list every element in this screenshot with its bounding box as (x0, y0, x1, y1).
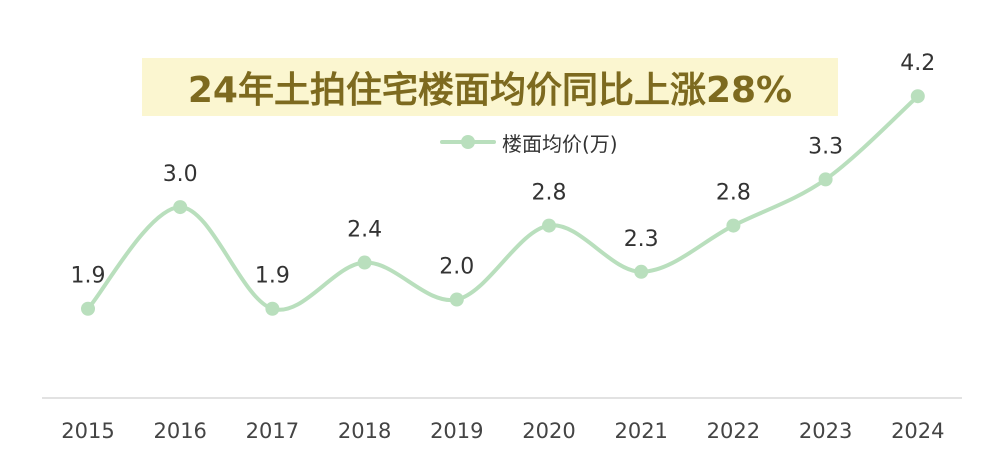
x-tick-label: 2016 (153, 419, 206, 443)
data-label: 2.4 (347, 218, 382, 243)
chart-legend: 楼面均价(万) (440, 128, 618, 156)
legend-swatch-dot (461, 135, 475, 149)
data-label: 2.0 (439, 255, 474, 280)
legend-swatch (440, 132, 496, 152)
data-point (818, 172, 833, 187)
chart-title: 24年土拍住宅楼面均价同比上涨28% (187, 70, 793, 111)
data-point (81, 301, 95, 316)
x-tick-label: 2022 (707, 419, 760, 443)
x-tick-label: 2019 (430, 419, 483, 443)
data-point (726, 218, 741, 233)
data-label: 2.8 (716, 181, 751, 206)
data-label: 3.3 (808, 134, 843, 159)
x-tick-label: 2017 (246, 419, 299, 443)
data-point (449, 292, 464, 307)
data-point (542, 218, 556, 233)
data-label: 3.0 (163, 162, 198, 187)
data-label: 4.2 (900, 51, 935, 76)
data-labels-layer: 1.9 3.0 1.9 2.4 2.0 2.8 2.3 2.8 3.3 4.2 (71, 51, 936, 289)
x-tick-label: 2018 (338, 419, 391, 443)
series-layer (86, 94, 920, 312)
series-line (86, 94, 920, 312)
x-tick-labels-layer: 2015 2016 2017 2018 2019 2020 2021 2022 2023 2024 (61, 419, 944, 443)
data-label: 2.3 (624, 227, 659, 252)
data-point (634, 264, 649, 279)
points-layer (81, 89, 925, 316)
chart-title-box: 24年土拍住宅楼面均价同比上涨28% (142, 58, 838, 116)
data-point (265, 301, 280, 316)
data-label: 1.9 (255, 264, 290, 289)
data-label: 1.9 (71, 264, 106, 289)
data-point (910, 89, 925, 104)
legend-label: 楼面均价(万) (502, 131, 618, 156)
x-tick-label: 2021 (614, 419, 667, 443)
x-tick-label: 2020 (522, 419, 575, 443)
x-tick-label: 2023 (799, 419, 852, 443)
data-point (357, 255, 372, 270)
data-label: 2.8 (532, 181, 567, 206)
x-tick-label: 2015 (61, 419, 114, 443)
x-tick-label: 2024 (891, 419, 944, 443)
data-point (173, 200, 188, 215)
